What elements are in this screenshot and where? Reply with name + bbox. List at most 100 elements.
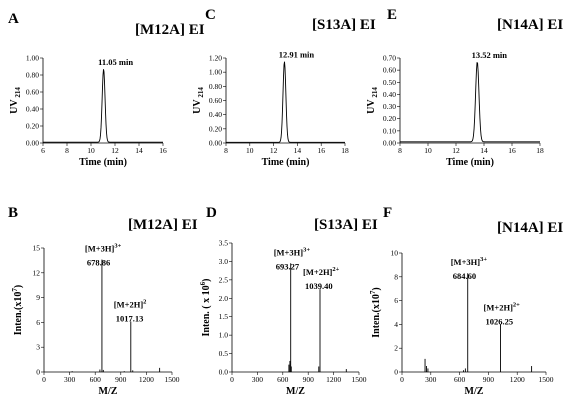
- y-axis-label-a: UV 214: [9, 87, 22, 114]
- ion-label-b: [M+3H]3+: [85, 243, 122, 254]
- ion-mz-d: 1039.40: [305, 281, 333, 291]
- panel-title-c: [S13A] EI: [312, 17, 376, 33]
- panel-b: B [M12A] EI 0 300 600 900 1200 1500 0 3 6 9 12 15 M/Z I…: [8, 205, 198, 397]
- y-tick-label-e: 0.70: [383, 54, 396, 63]
- x-axis-label-b: M/Z: [99, 386, 118, 397]
- panel-d: D [S13A] EI 0 300 600 900 1200 1500 0.0 0.5 1.0 1.5…: [199, 205, 378, 397]
- ion-charge-d: 2+: [332, 266, 339, 273]
- y-tick-label-a: 0.40: [26, 105, 39, 114]
- x-axis-label-a: Time (min): [79, 157, 127, 168]
- ion-name-d: [M+2H]: [303, 267, 333, 277]
- x-tick-label-a: 8: [65, 146, 69, 155]
- x-tick-label-e: 18: [536, 146, 544, 155]
- x-axis-label-c: Time (min): [262, 157, 310, 168]
- x-tick-label-c: 14: [294, 146, 302, 155]
- ion-label-d: [M+3H]3+: [274, 246, 311, 257]
- y-tick-label-f: 10: [391, 249, 399, 258]
- ion-name-d: [M+3H]: [274, 247, 304, 257]
- panel-label-d: D: [206, 205, 217, 221]
- y-tick-label-e: 0.00: [383, 139, 396, 148]
- y-tick-label-b: 3: [36, 343, 40, 352]
- y-tick-label-a: 0.60: [26, 88, 39, 97]
- y-tick-label-c: 0.80: [209, 82, 222, 91]
- x-tick-label-b: 1200: [139, 375, 154, 384]
- y-tick-label-f: 8: [394, 272, 398, 281]
- y-tick-label-d: 1.5: [219, 312, 229, 321]
- x-tick-label-f: 1200: [510, 375, 525, 384]
- x-tick-label-a: 14: [135, 146, 143, 155]
- y-tick-label-b: 6: [36, 318, 40, 327]
- ion-mz-d: 693.27: [276, 261, 300, 271]
- y-axis-label-d: Inten. ( x 106): [199, 279, 212, 337]
- y-axis-label-sup-b: 7: [11, 288, 19, 292]
- y-tick-label-c: 1.20: [209, 54, 222, 63]
- y-axis-label-sub-e: 214: [371, 87, 379, 100]
- y-axis-label-end-d: ): [201, 279, 212, 282]
- panel-title-a: [M12A] EI: [135, 22, 205, 38]
- x-axis-label-e: Time (min): [446, 157, 494, 168]
- y-tick-label-d: 2.0: [219, 294, 229, 303]
- x-tick-label-d: 0: [230, 375, 234, 384]
- y-tick-label-b: 9: [36, 293, 40, 302]
- x-tick-label-e: 14: [480, 146, 488, 155]
- y-tick-label-c: 0.40: [209, 110, 222, 119]
- ion-charge-f: 3+: [480, 256, 487, 263]
- y-axis-label-sub-a: 214: [14, 87, 22, 100]
- y-axis-label-sup-f: 7: [369, 290, 377, 294]
- x-tick-label-f: 300: [425, 375, 437, 384]
- y-axis-label-sub-c: 214: [197, 87, 205, 100]
- ion-charge-b: 2: [143, 299, 146, 306]
- panel-label-f: F: [383, 205, 392, 221]
- panel-label-c: C: [205, 7, 216, 23]
- peak-label-a: 11.05 min: [98, 57, 133, 67]
- x-tick-label-d: 600: [277, 375, 289, 384]
- panel-c: C [S13A] EI 8 10 12 14 16 18 0.00 0.20 0.40 0.60 0.8…: [192, 7, 376, 168]
- panel-e: E [N14A] EI 8 10 12 14 16 18 0.00 0.10 0.20 0.30 0.4…: [366, 7, 563, 168]
- y-tick-label-d: 0.5: [219, 349, 229, 358]
- panel-title-d: [S13A] EI: [314, 217, 378, 233]
- peak-label-e: 13.52 min: [472, 50, 508, 60]
- panel-label-e: E: [387, 7, 397, 23]
- x-tick-label-b: 0: [42, 375, 46, 384]
- x-axis-label-f: M/Z: [465, 386, 484, 397]
- x-tick-label-e: 8: [398, 146, 402, 155]
- y-tick-label-c: 0.00: [209, 139, 222, 148]
- y-tick-label-a: 0.00: [26, 139, 39, 148]
- ion-label-f: [M+3H]3+: [451, 256, 488, 267]
- x-tick-label-d: 1500: [352, 375, 367, 384]
- peak-label-c: 12.91 min: [279, 49, 315, 59]
- y-axis-label-text-f: Inten.(x10: [371, 294, 382, 338]
- ion-mz-f: 1026.25: [486, 316, 514, 326]
- y-axis-label-text-e: UV: [366, 99, 377, 114]
- y-tick-label-d: 0.0: [219, 368, 229, 377]
- y-tick-label-a: 0.20: [26, 122, 39, 131]
- panel-a: A [M12A] EI 6 8 10 12 14 16 0.00 0.20 0.40 0.60 0.80…: [8, 11, 205, 168]
- y-tick-label-d: 3.5: [219, 239, 229, 248]
- y-tick-label-c: 1.00: [209, 68, 222, 77]
- x-tick-label-b: 1500: [165, 375, 180, 384]
- y-tick-label-d: 1.0: [219, 331, 229, 340]
- y-tick-label-d: 3.0: [219, 257, 229, 266]
- panel-title-b: [M12A] EI: [128, 217, 198, 233]
- ion-mz-f: 684.60: [453, 271, 476, 281]
- y-tick-label-f: 4: [394, 320, 398, 329]
- x-tick-label-d: 900: [303, 375, 315, 384]
- y-axis-label-text-d: Inten. ( x 10: [201, 285, 212, 336]
- x-tick-label-c: 8: [224, 146, 228, 155]
- x-tick-label-a: 10: [87, 146, 95, 155]
- ion-name-f: [M+2H]: [484, 302, 514, 312]
- trace-line-a: [43, 69, 163, 143]
- panel-title-e: [N14A] EI: [497, 17, 563, 33]
- y-tick-label-f: 2: [394, 344, 398, 353]
- x-tick-label-e: 12: [452, 146, 460, 155]
- x-tick-label-b: 600: [90, 375, 102, 384]
- x-tick-label-e: 10: [424, 146, 432, 155]
- x-tick-label-a: 16: [159, 146, 167, 155]
- x-tick-label-e: 16: [508, 146, 516, 155]
- ion-name-f: [M+3H]: [451, 257, 481, 267]
- x-tick-label-c: 12: [270, 146, 278, 155]
- panel-label-b: B: [8, 205, 18, 221]
- ion-label-b: [M+2H]2: [114, 299, 147, 310]
- y-tick-label-e: 0.40: [383, 90, 396, 99]
